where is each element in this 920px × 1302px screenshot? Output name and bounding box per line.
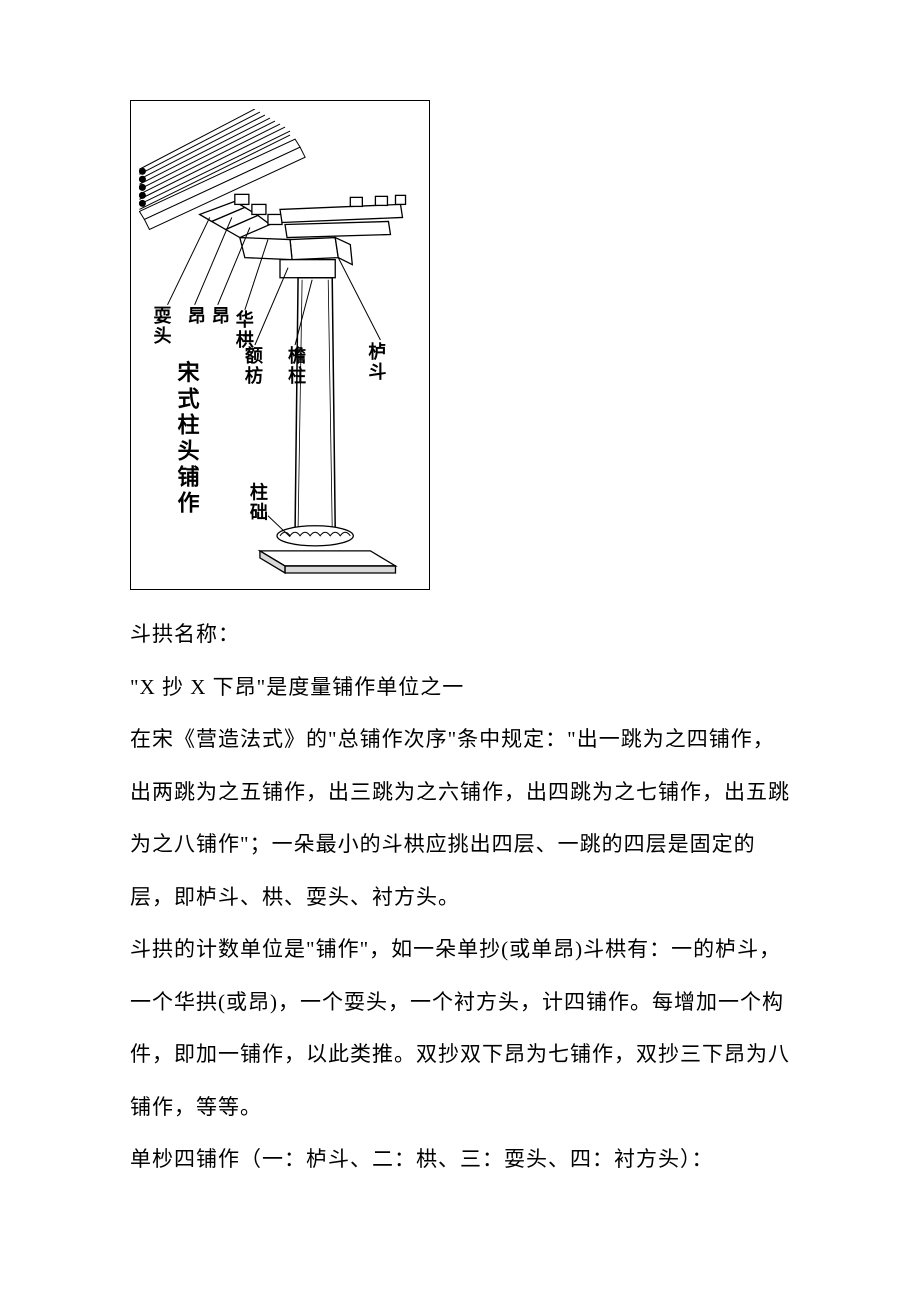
label-ang1: 昂 xyxy=(188,306,206,326)
column xyxy=(295,278,335,531)
label-efang: 额枋 xyxy=(245,345,263,386)
bracket-cluster xyxy=(200,194,406,277)
column-base xyxy=(260,526,396,573)
label-ludou: 栌斗 xyxy=(368,341,386,382)
dougong-svg: 耍头 昂 昂 华栱 额枋 檐柱 栌斗 柱础 宋 式 柱 头 铺 作 xyxy=(139,109,421,581)
paragraph-2: "X 抄 X 下昂"是度量铺作单位之一 xyxy=(130,661,790,714)
dougong-diagram: 耍头 昂 昂 华栱 额枋 檐柱 栌斗 柱础 宋 式 柱 头 铺 作 xyxy=(130,100,430,590)
label-huagong: 华栱 xyxy=(236,309,254,350)
body-text: 斗拱名称： "X 抄 X 下昂"是度量铺作单位之一 在宋《营造法式》的"总铺作次… xyxy=(130,608,790,1186)
paragraph-3: 在宋《营造法式》的"总铺作次序"条中规定："出一跳为之四铺作，出两跳为之五铺作，… xyxy=(130,713,790,923)
diagram-title: 宋 式 柱 头 铺 作 xyxy=(178,360,206,516)
diagram-labels: 耍头 昂 昂 华栱 额枋 檐柱 栌斗 柱础 宋 式 柱 头 铺 作 xyxy=(153,306,386,523)
label-zhuchu: 柱础 xyxy=(250,482,268,523)
label-yaotou: 耍头 xyxy=(153,306,171,346)
paragraph-1: 斗拱名称： xyxy=(130,608,790,661)
paragraph-4: 斗拱的计数单位是"铺作"，如一朵单抄(或单昂)斗栱有：一的栌斗，一个华拱(或昂)… xyxy=(130,923,790,1133)
paragraph-5: 单杪四铺作（一：栌斗、二：栱、三：耍头、四：衬方头）： xyxy=(130,1133,790,1186)
label-ang2: 昂 xyxy=(212,306,230,326)
label-yanzhu: 檐柱 xyxy=(288,345,306,386)
